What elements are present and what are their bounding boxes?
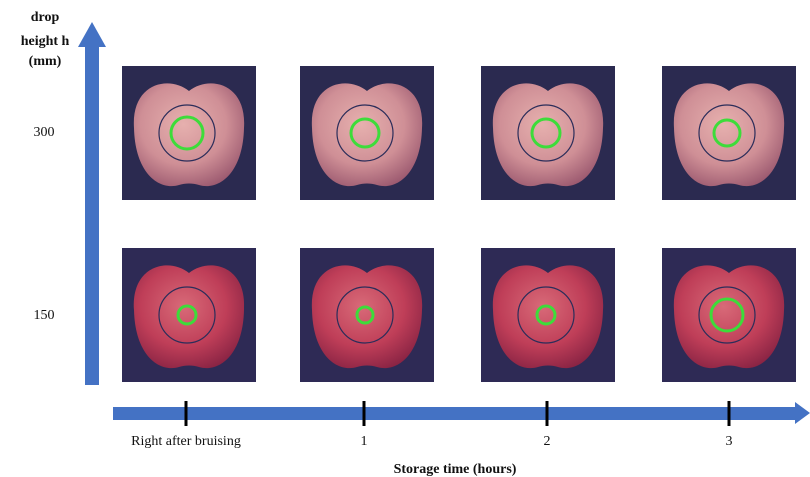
apple [134, 265, 244, 368]
row-label: 300 [34, 125, 55, 140]
apple [493, 83, 603, 186]
x-label: 3 [726, 434, 733, 449]
apple [674, 265, 784, 368]
apple [674, 83, 784, 186]
apple [493, 265, 603, 368]
y-title-line: drop [31, 10, 60, 25]
row-label: 150 [34, 308, 55, 323]
apple [312, 265, 422, 368]
apple [312, 83, 422, 186]
apple-photo [300, 248, 434, 382]
apple-photo [481, 66, 615, 200]
figure: drop height h (mm) 300 150 Storage time … [0, 0, 810, 477]
apple-photo [300, 66, 434, 200]
apple-photo [662, 248, 796, 382]
apple-photo [481, 248, 615, 382]
x-label: 2 [544, 434, 551, 449]
apple-photo [122, 248, 256, 382]
y-axis-arrowhead [78, 22, 106, 47]
y-axis-bar [85, 45, 99, 385]
x-axis-arrowhead [795, 402, 810, 424]
x-label: Right after bruising [131, 434, 241, 449]
y-title-line: (mm) [29, 54, 62, 69]
apple [134, 83, 244, 186]
apple-photo [662, 66, 796, 200]
apple-photo [122, 66, 256, 200]
x-axis-bar [113, 407, 797, 420]
x-axis-title: Storage time (hours) [394, 462, 517, 477]
y-title-line: height h [21, 34, 70, 49]
x-label: 1 [361, 434, 368, 449]
